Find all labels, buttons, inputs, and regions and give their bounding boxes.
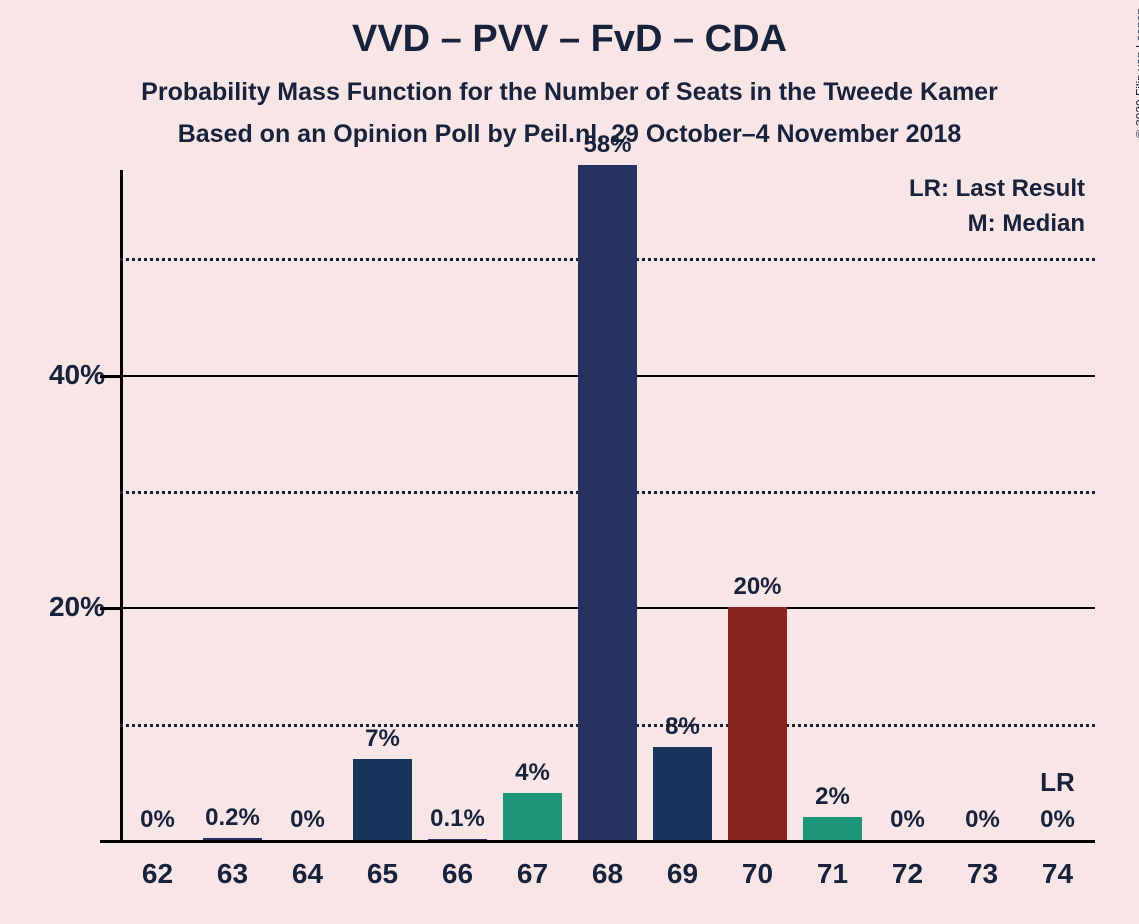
x-tick-label: 66 bbox=[442, 858, 473, 890]
x-tick-label: 73 bbox=[967, 858, 998, 890]
bar-value-label: 0% bbox=[945, 806, 1020, 834]
bar-value-label: 0% bbox=[120, 806, 195, 834]
bar-value-label: 0% bbox=[270, 806, 345, 834]
bar: 20% bbox=[728, 607, 787, 840]
bar: 2% bbox=[803, 817, 862, 840]
bar: 7% bbox=[353, 759, 412, 840]
bar-value-label: 4% bbox=[495, 759, 570, 787]
chart-subtitle-1: Probability Mass Function for the Number… bbox=[0, 78, 1139, 107]
y-tick bbox=[100, 607, 120, 610]
bar-value-label: 2% bbox=[795, 783, 870, 811]
bar: 4% bbox=[503, 793, 562, 840]
bar-value-label: 20% bbox=[720, 573, 795, 601]
chart-page: © 2020 Filip van Laenen VVD – PVV – FvD … bbox=[0, 0, 1139, 924]
bar-value-label: 0.2% bbox=[195, 804, 270, 832]
x-tick-label: 69 bbox=[667, 858, 698, 890]
x-axis bbox=[100, 840, 1095, 843]
x-tick-label: 72 bbox=[892, 858, 923, 890]
bar-value-label: 8% bbox=[645, 713, 720, 741]
x-tick-label: 68 bbox=[592, 858, 623, 890]
y-tick-label: 40% bbox=[49, 359, 105, 391]
bar-value-label: 7% bbox=[345, 725, 420, 753]
bar: 0.1% bbox=[428, 839, 487, 840]
chart-area: LR: Last Result M: Median 20%40%0%0.2%0%… bbox=[120, 200, 1095, 840]
bars-container: 0%0.2%0%7%0.1%4%58%M8%20%2%0%0%0%LR bbox=[120, 200, 1095, 840]
x-tick-label: 62 bbox=[142, 858, 173, 890]
x-tick-label: 67 bbox=[517, 858, 548, 890]
y-tick-label: 20% bbox=[49, 591, 105, 623]
x-tick-label: 74 bbox=[1042, 858, 1073, 890]
median-mark: M bbox=[594, 0, 621, 536]
bar-value-label: 0.1% bbox=[420, 805, 495, 833]
bar-value-label: 0% bbox=[870, 806, 945, 834]
legend-lr: LR: Last Result bbox=[909, 175, 1085, 203]
x-tick-label: 64 bbox=[292, 858, 323, 890]
x-tick-label: 65 bbox=[367, 858, 398, 890]
bar: 58%M bbox=[578, 165, 637, 840]
y-tick bbox=[100, 375, 120, 378]
x-tick-label: 70 bbox=[742, 858, 773, 890]
bar-value-label: 0% bbox=[1020, 806, 1095, 834]
x-tick-label: 63 bbox=[217, 858, 248, 890]
chart-title: VVD – PVV – FvD – CDA bbox=[0, 18, 1139, 61]
x-tick-label: 71 bbox=[817, 858, 848, 890]
bar: 8% bbox=[653, 747, 712, 840]
lr-mark: LR bbox=[1040, 767, 1075, 798]
bar: 0.2% bbox=[203, 838, 262, 840]
